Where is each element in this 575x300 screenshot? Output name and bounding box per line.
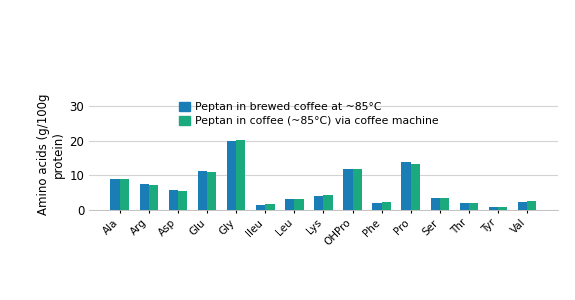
Bar (178, 191, 187, 210)
Bar (527, 201, 536, 210)
Bar (352, 169, 362, 210)
Bar (149, 185, 158, 210)
Bar (518, 202, 527, 210)
Bar (120, 179, 129, 210)
Bar (411, 164, 420, 210)
Bar (294, 199, 304, 210)
Bar (489, 207, 498, 210)
Y-axis label: Amino acids (g/100g
protein): Amino acids (g/100g protein) (37, 94, 65, 215)
Bar (498, 207, 507, 210)
Bar (227, 141, 236, 210)
Bar (459, 203, 469, 210)
Bar (198, 171, 207, 210)
Bar (314, 196, 323, 210)
Bar (401, 163, 411, 210)
Bar (168, 190, 178, 210)
Bar (373, 203, 382, 210)
Bar (382, 202, 391, 210)
Bar (343, 169, 352, 210)
Bar (323, 195, 333, 210)
Bar (265, 204, 274, 210)
Bar (236, 140, 246, 210)
Bar (469, 203, 478, 210)
Bar (140, 184, 149, 210)
Bar (440, 198, 449, 210)
Bar (285, 199, 294, 210)
Bar (207, 172, 216, 210)
Bar (256, 205, 265, 210)
Bar (431, 197, 440, 210)
Legend: Peptan in brewed coffee at ~85°C, Peptan in coffee (~85°C) via coffee machine: Peptan in brewed coffee at ~85°C, Peptan… (179, 102, 439, 126)
Bar (110, 179, 120, 210)
